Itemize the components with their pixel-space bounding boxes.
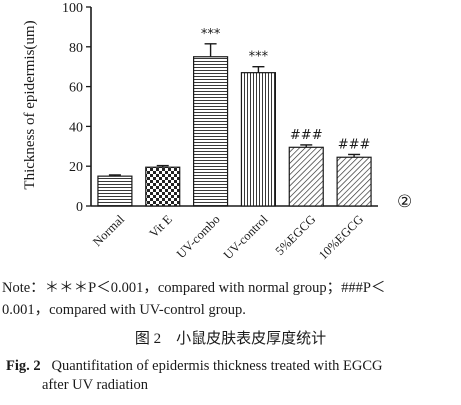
note-line-2: 0.001，compared with UV-control group. xyxy=(2,302,246,318)
y-tick-label: 40 xyxy=(69,120,83,135)
y-tick-label: 100 xyxy=(62,1,83,16)
x-tick-label: 5%EGCG xyxy=(273,212,319,258)
y-tick-label: 60 xyxy=(69,81,83,96)
figure-label: Fig. 2 xyxy=(6,358,41,374)
x-tick-label: Vit E xyxy=(147,212,176,241)
x-tick-label: UV-control xyxy=(221,212,271,262)
chart-note: Note：＊＊＊P＜0.001，compared with normal gro… xyxy=(2,277,457,321)
y-tick-label: 20 xyxy=(69,160,83,175)
bar xyxy=(240,72,276,207)
panel-marker: ② xyxy=(397,192,412,212)
bar xyxy=(145,166,181,207)
bar xyxy=(193,56,229,207)
significance-label: ### xyxy=(290,128,323,143)
note-line-1: Note：＊＊＊P＜0.001，compared with normal gro… xyxy=(2,280,386,296)
y-tick-label: 80 xyxy=(69,41,83,56)
bar xyxy=(97,175,133,207)
bar xyxy=(336,156,372,207)
x-tick-label: 10%EGCG xyxy=(316,212,366,262)
x-tick-label: UV-combo xyxy=(174,212,223,261)
figure-caption-english: Fig. 2 Quantifitation of epidermis thick… xyxy=(6,357,456,395)
x-tick-label: Normal xyxy=(90,212,127,249)
figure-caption-chinese: 图 2 小鼠皮肤表皮厚度统计 xyxy=(134,331,327,347)
y-tick-label: 0 xyxy=(76,200,83,215)
significance-label: *** xyxy=(201,27,221,42)
y-axis-label: Thickness of epidermis(um) xyxy=(22,20,38,189)
significance-label: ### xyxy=(338,137,371,152)
bar-chart: Thickness of epidermis(um) 020406080100 … xyxy=(22,1,412,262)
bar xyxy=(288,146,324,207)
figure-caption-line-1: Quantifitation of epidermis thickness tr… xyxy=(51,358,383,374)
figure-caption-line-2: after UV radiation xyxy=(42,377,149,393)
significance-label: *** xyxy=(249,50,269,65)
